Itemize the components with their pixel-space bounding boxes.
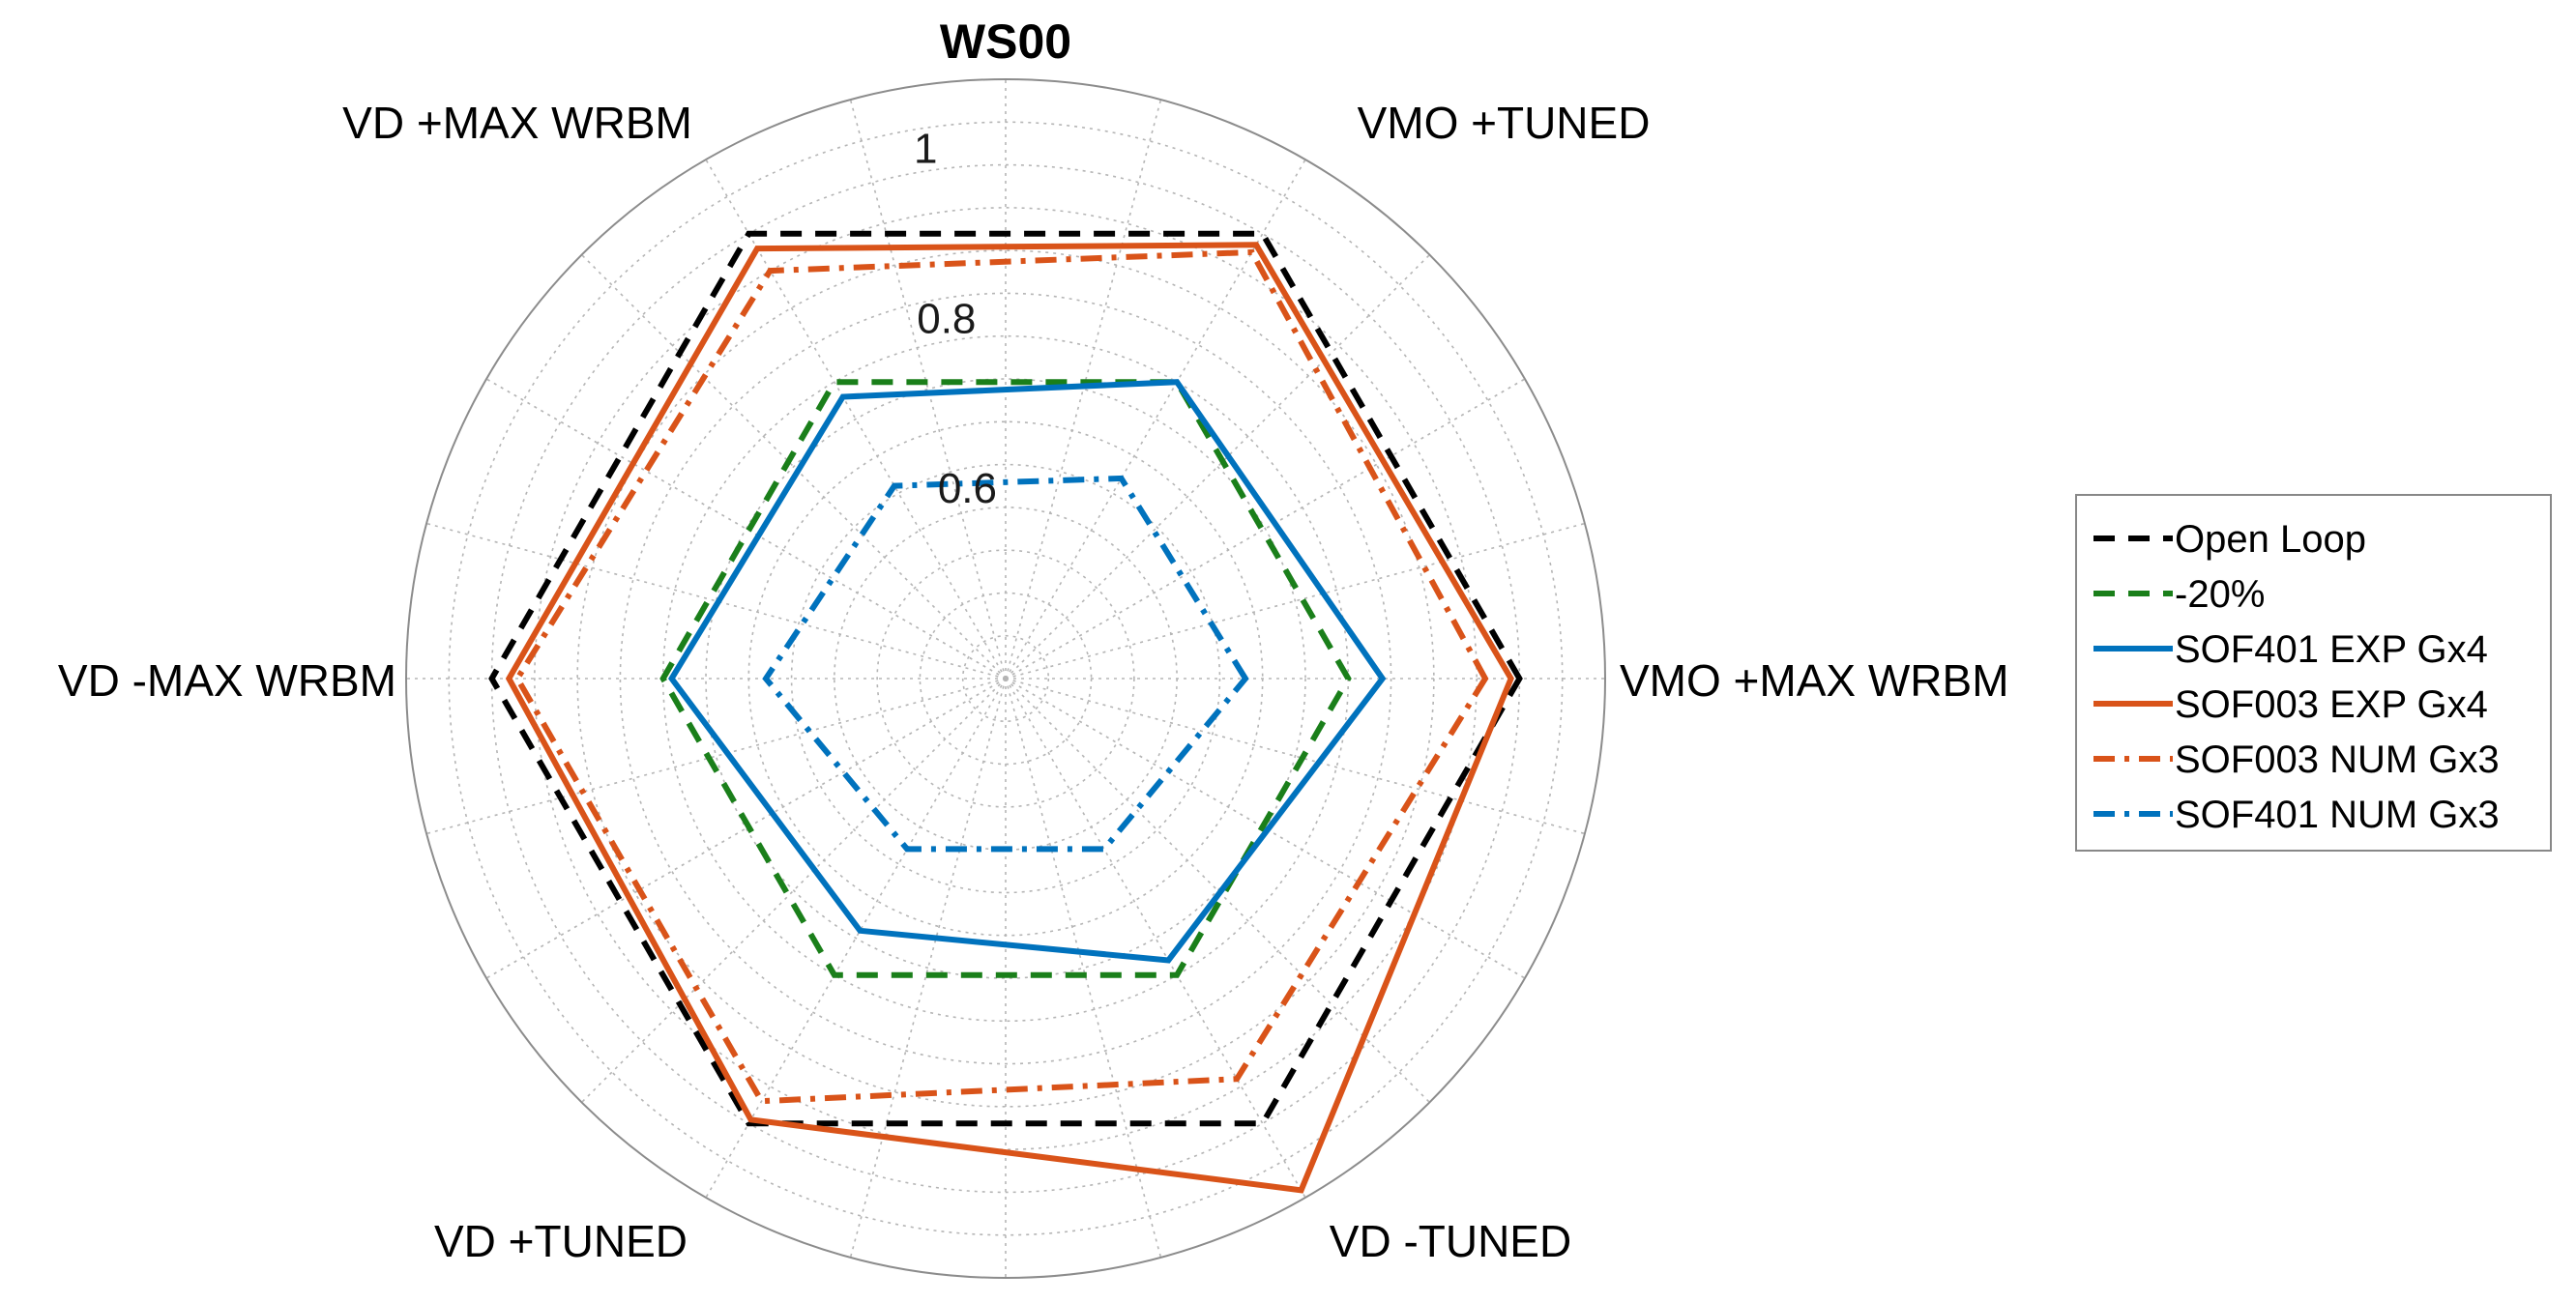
legend-entry: SOF003 NUM Gx3 bbox=[2175, 738, 2500, 781]
grid-spoke bbox=[485, 678, 1007, 979]
grid-ring bbox=[448, 121, 1564, 1236]
grid-spoke bbox=[1005, 159, 1306, 680]
series-layer bbox=[488, 230, 1523, 1194]
grid-spoke bbox=[425, 678, 1007, 835]
series-line-3 bbox=[505, 242, 1514, 1194]
grid-spoke bbox=[485, 378, 1007, 680]
series-line-4 bbox=[513, 248, 1489, 1105]
legend-entry: Open Loop bbox=[2175, 518, 2366, 561]
grid-ring bbox=[705, 378, 1306, 979]
axis-label: VD -TUNED bbox=[1330, 1216, 1571, 1266]
series-line-2 bbox=[667, 379, 1387, 964]
tick-label: 0.6 bbox=[938, 465, 997, 512]
axis-label: VD -MAX WRBM bbox=[58, 655, 396, 706]
legend-entry: -20% bbox=[2175, 573, 2265, 616]
legend-entry: SOF401 EXP Gx4 bbox=[2175, 628, 2488, 671]
grid-ring bbox=[619, 292, 1392, 1065]
axis-label: VD +MAX WRBM bbox=[342, 98, 692, 148]
grid-ring bbox=[534, 207, 1478, 1150]
grid-ring bbox=[405, 78, 1606, 1279]
radial-tick-labels: 0.6 0.8 1 bbox=[914, 126, 997, 513]
tick-label: 0.8 bbox=[917, 295, 976, 342]
grid-spoke bbox=[849, 678, 1007, 1259]
axis-labels: VMO +MAX WRBM VMO +TUNED VD +MAX WRBM VD -M… bbox=[58, 98, 2009, 1266]
grid-ring bbox=[876, 549, 1135, 808]
series-line-5 bbox=[762, 475, 1249, 853]
tick-label: 1 bbox=[914, 126, 937, 173]
legend-entry: SOF003 EXP Gx4 bbox=[2175, 683, 2488, 726]
grid-ring bbox=[790, 463, 1221, 894]
grid-ring bbox=[961, 634, 1050, 723]
axis-label: VMO +TUNED bbox=[1358, 98, 1651, 148]
series-line-1 bbox=[659, 379, 1352, 978]
legend: Open Loop -20% SOF401 EXP Gx4 SOF003 EXP Gx… bbox=[2075, 494, 2552, 852]
axis-label: VD +TUNED bbox=[434, 1216, 688, 1266]
axis-label: VMO +MAX WRBM bbox=[1620, 655, 2009, 706]
grid-spoke bbox=[1005, 678, 1306, 1199]
chart-title: WS00 bbox=[940, 14, 1071, 69]
legend-box bbox=[2075, 494, 2552, 852]
series-line-0 bbox=[488, 230, 1523, 1127]
legend-entry: SOF401 NUM Gx3 bbox=[2175, 794, 2500, 836]
